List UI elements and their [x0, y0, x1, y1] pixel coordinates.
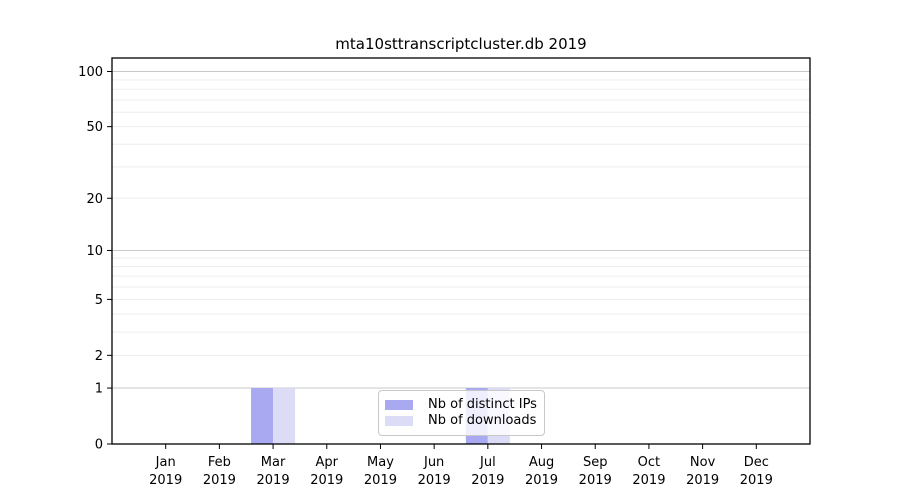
x-tick-label-year: 2019 [364, 473, 397, 488]
x-tick-label-year: 2019 [579, 473, 612, 488]
y-tick-label: 1 [95, 382, 103, 397]
y-tick-label: 20 [86, 192, 103, 207]
x-tick-label-month: Aug [529, 455, 554, 470]
x-tick-label-month: Feb [208, 455, 231, 470]
legend-entry-distinct-ips: Nb of distinct IPs [385, 396, 537, 413]
y-tick-label: 10 [86, 244, 103, 259]
x-tick-label-year: 2019 [418, 473, 451, 488]
x-tick-label-month: Apr [316, 455, 339, 470]
x-tick-label-month: Oct [638, 455, 660, 470]
x-tick-label-year: 2019 [686, 473, 719, 488]
y-tick-label: 2 [95, 349, 103, 364]
x-tick-label-year: 2019 [257, 473, 290, 488]
x-tick-label-year: 2019 [632, 473, 665, 488]
legend-label-distinct-ips: Nb of distinct IPs [428, 396, 537, 412]
x-tick-label-month: Sep [583, 455, 608, 470]
bar-distinct-ips-mar [251, 388, 274, 444]
y-tick-label: 50 [86, 120, 103, 135]
legend: Nb of distinct IPs Nb of downloads [378, 390, 545, 436]
downloads-swatch-icon [385, 416, 413, 427]
x-tick-label-year: 2019 [310, 473, 343, 488]
x-tick-label-month: May [367, 455, 394, 470]
x-tick-label-month: Mar [261, 455, 286, 470]
y-tick-label: 100 [78, 65, 103, 80]
y-tick-label: 0 [95, 438, 103, 453]
distinct-ips-swatch-icon [385, 399, 413, 410]
x-tick-label-month: Jul [479, 455, 496, 470]
x-tick-label-month: Jun [423, 455, 444, 470]
x-tick-label-month: Jan [155, 455, 176, 470]
y-tick-label: 5 [95, 293, 103, 308]
x-tick-label-month: Dec [744, 455, 769, 470]
x-tick-label-year: 2019 [149, 473, 182, 488]
x-tick-label-month: Nov [690, 455, 716, 470]
x-tick-label-year: 2019 [203, 473, 236, 488]
chart-title: mta10sttranscriptcluster.db 2019 [335, 35, 587, 53]
legend-label-downloads: Nb of downloads [428, 413, 537, 429]
legend-entry-downloads: Nb of downloads [385, 413, 536, 429]
bar-downloads-mar [273, 388, 296, 444]
x-tick-label-year: 2019 [525, 473, 558, 488]
plot-border [111, 57, 811, 445]
x-tick-label-year: 2019 [471, 473, 504, 488]
x-tick-label-year: 2019 [740, 473, 773, 488]
